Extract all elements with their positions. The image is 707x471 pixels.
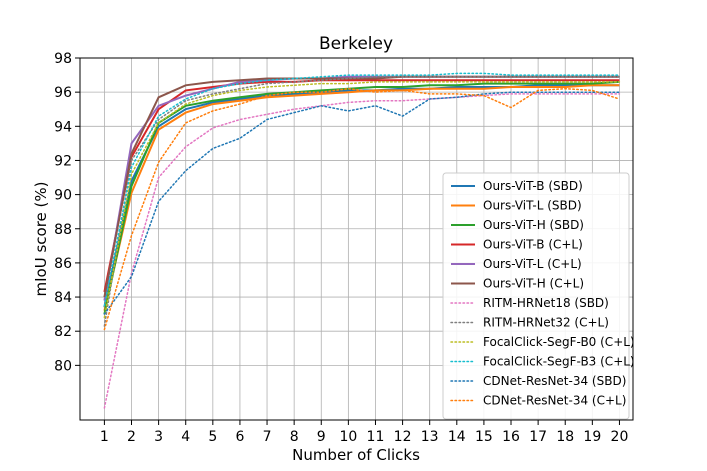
- x-tick-label: 19: [583, 429, 601, 445]
- y-tick-label: 92: [54, 153, 72, 169]
- x-tick-label: 18: [556, 429, 574, 445]
- x-tick-label: 13: [421, 429, 439, 445]
- series-line: [103, 81, 621, 319]
- y-axis-ticks: 80 82 84 86 88 90 92 94 96 98: [54, 51, 80, 374]
- y-tick-label: 90: [54, 188, 72, 204]
- series-line: [103, 80, 620, 315]
- legend-entry-label: RITM-HRNet32 (C+L): [483, 316, 609, 330]
- legend: Ours-ViT-B (SBD) Ours-ViT-L (SBD) Ours-ViT…: [442, 172, 635, 420]
- x-tick-label: 3: [154, 429, 163, 445]
- legend-entry-label: FocalClick-SegF-B3 (C+L): [483, 355, 635, 369]
- x-tick-label: 20: [611, 429, 629, 445]
- x-tick-label: 17: [529, 429, 547, 445]
- x-tick-label: 4: [181, 429, 190, 445]
- series-line: [103, 76, 621, 327]
- y-tick-label: 84: [54, 290, 72, 306]
- x-tick-label: 16: [502, 429, 520, 445]
- x-tick-label: 10: [339, 429, 357, 445]
- series-line: [103, 79, 620, 293]
- legend-entry-label: Ours-ViT-H (SBD): [483, 218, 584, 232]
- legend-entry-label: Ours-ViT-B (C+L): [483, 238, 583, 252]
- legend-entry-label: Ours-ViT-B (SBD): [483, 179, 583, 193]
- y-tick-label: 82: [54, 324, 72, 340]
- x-tick-label: 11: [367, 429, 385, 445]
- legend-entry-label: Ours-ViT-L (C+L): [483, 257, 582, 271]
- legend-entry-label: Ours-ViT-L (SBD): [483, 199, 582, 213]
- x-tick-label: 9: [317, 429, 326, 445]
- legend-box: [442, 172, 630, 420]
- legend-entry-label: CDNet-ResNet-34 (C+L): [483, 394, 626, 408]
- chart-title: Berkeley: [319, 34, 393, 54]
- y-tick-label: 96: [54, 85, 72, 101]
- x-axis-label: Number of Clicks: [292, 446, 420, 464]
- y-tick-label: 94: [54, 119, 72, 135]
- x-tick-label: 15: [475, 429, 493, 445]
- legend-entry-label: RITM-HRNet18 (SBD): [483, 296, 609, 310]
- series-line: [103, 93, 621, 409]
- y-tick-label: 88: [54, 222, 72, 238]
- x-tick-label: 8: [290, 429, 299, 445]
- x-tick-label: 12: [394, 429, 412, 445]
- x-tick-label: 7: [263, 429, 272, 445]
- y-tick-label: 98: [54, 51, 72, 67]
- legend-entry-label: CDNet-ResNet-34 (SBD): [483, 374, 626, 388]
- x-axis-ticks: 1 2 3 4 5 6 7 8 9 10 11 12 13 14 15 16 17 18 19 20: [100, 420, 628, 445]
- series-line: [103, 87, 621, 331]
- legend-entry-label: FocalClick-SegF-B0 (C+L): [483, 335, 635, 349]
- series-line: [103, 84, 620, 311]
- x-tick-label: 6: [235, 429, 244, 445]
- x-tick-label: 2: [127, 429, 136, 445]
- x-tick-label: 5: [208, 429, 217, 445]
- plot-area-frame: [79, 57, 634, 421]
- y-axis-label: mIoU score (%): [32, 182, 50, 297]
- y-tick-label: 80: [54, 358, 72, 374]
- x-tick-label: 14: [448, 429, 466, 445]
- x-tick-label: 1: [100, 429, 109, 445]
- series-lines: [103, 72, 621, 409]
- legend-entry-label: Ours-ViT-H (C+L): [483, 277, 584, 291]
- y-tick-label: 86: [54, 256, 72, 272]
- series-line: [103, 91, 621, 315]
- series-line: [103, 72, 621, 307]
